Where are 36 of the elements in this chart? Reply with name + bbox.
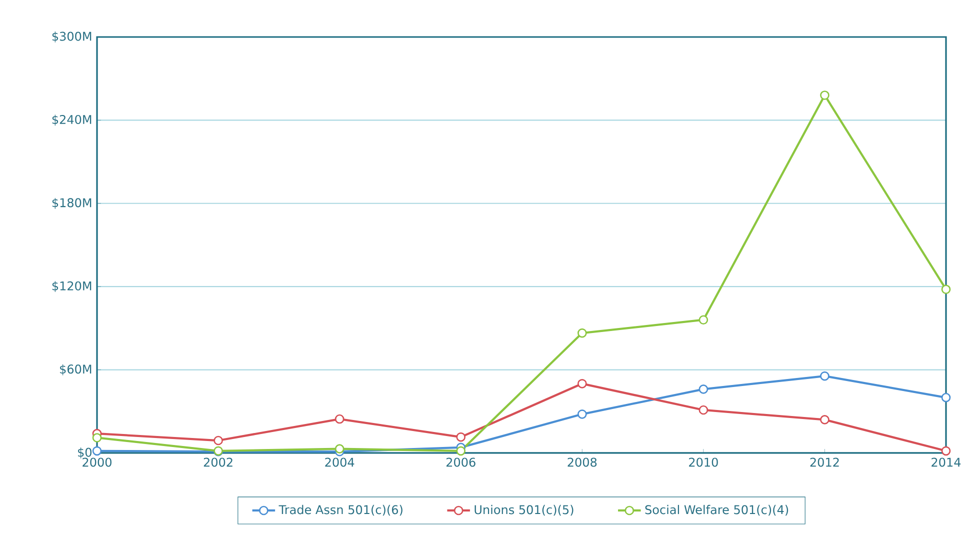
legend-label: Unions 501(c)(5) [474, 504, 574, 516]
y-tick-label: $120M [52, 281, 92, 292]
x-tick-label: 2008 [568, 458, 597, 467]
x-tick-label: 2000 [82, 458, 112, 467]
point [698, 315, 708, 325]
point [820, 90, 830, 100]
point [92, 446, 102, 456]
point [456, 446, 466, 456]
point [941, 284, 951, 294]
y-tick-label: $60M [60, 364, 92, 376]
y-tick-label: $240M [52, 114, 92, 126]
x-tick-label: 2002 [204, 458, 232, 467]
point [941, 446, 951, 456]
point [820, 371, 830, 381]
y-tick-label: $180M [52, 198, 92, 209]
point [214, 436, 223, 446]
legend-label: Trade Assn 501(c)(6) [278, 504, 402, 516]
point [577, 328, 587, 338]
point [577, 378, 587, 388]
point [456, 432, 466, 442]
x-tick-label: 2014 [932, 458, 961, 467]
legend-label: Social Welfare 501(c)(4) [645, 504, 788, 516]
point [820, 415, 830, 424]
point [577, 409, 587, 419]
point [334, 414, 344, 424]
x-tick-label: 2010 [689, 458, 718, 467]
point [698, 384, 708, 394]
x-tick-label: 2004 [325, 458, 354, 467]
x-tick-label: 2006 [446, 458, 476, 467]
x-tick-label: 2012 [810, 458, 839, 467]
point [92, 433, 102, 442]
point [698, 405, 708, 415]
point [334, 444, 344, 454]
y-tick-label: $300M [52, 32, 92, 42]
y-tick-label: $0 [78, 448, 92, 458]
point [941, 392, 951, 402]
